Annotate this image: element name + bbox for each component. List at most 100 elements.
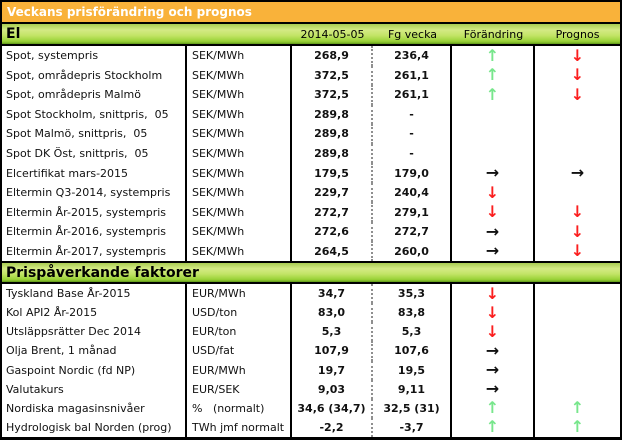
table-row: Eltermin Q3-2014, systempris SEK/MWh 229… [2, 182, 620, 203]
value-previous: 272,7 [373, 221, 452, 242]
value-current: 272,6 [292, 221, 373, 242]
value-current: 19,7 [292, 360, 373, 380]
section-label-factors: Prispåverkande faktorer [6, 264, 199, 281]
row-unit: SEK/MWh [187, 241, 292, 261]
forecast-arrow-icon [535, 380, 620, 399]
value-previous: 236,4 [373, 46, 452, 66]
row-label: Spot DK Öst, snittpris, 05 [2, 143, 187, 164]
value-previous: 83,8 [373, 303, 452, 323]
value-previous: 19,5 [373, 360, 452, 380]
value-current: 268,9 [292, 46, 373, 66]
table-row: Spot, systempris SEK/MWh 268,9 236,4 ↑ ↓ [2, 46, 620, 66]
value-current: 34,6 (34,7) [292, 398, 373, 418]
row-unit: EUR/ton [187, 322, 292, 342]
value-current: 34,7 [292, 284, 373, 304]
row-unit: SEK/MWh [187, 65, 292, 86]
change-arrow-icon: → [452, 241, 535, 261]
value-previous: - [373, 143, 452, 164]
change-arrow-icon: ↑ [452, 398, 535, 418]
change-arrow-icon: ↑ [452, 85, 535, 105]
change-arrow-icon: → [452, 379, 535, 399]
forecast-arrow-icon: ↑ [570, 398, 585, 418]
row-unit: TWh jmf normalt [187, 417, 292, 437]
row-unit: SEK/MWh [187, 163, 292, 183]
row-unit: % (normalt) [187, 398, 292, 418]
change-arrow-icon: → [452, 221, 535, 242]
forecast-arrow-icon: ↓ [570, 65, 585, 85]
table-row: Eltermin År-2016, systempris SEK/MWh 272… [2, 221, 620, 242]
value-current: 372,5 [292, 65, 373, 86]
change-arrow-icon [452, 104, 535, 125]
forecast-arrow-icon [535, 284, 620, 303]
table-row: Spot Stockholm, snittpris, 05 SEK/MWh 28… [2, 104, 620, 125]
forecast-arrow-icon: ↑ [570, 417, 585, 437]
row-unit: USD/fat [187, 341, 292, 361]
row-unit: EUR/MWh [187, 284, 292, 304]
value-current: 83,0 [292, 303, 373, 323]
change-arrow-icon: ↑ [452, 417, 535, 437]
forecast-arrow-icon: ↓ [570, 241, 585, 261]
section-header-el: El 2014-05-05 Fg vecka Förändring Progno… [2, 22, 620, 46]
table-row: Spot, områdepris Malmö SEK/MWh 372,5 261… [2, 85, 620, 105]
el-rows: Spot, systempris SEK/MWh 268,9 236,4 ↑ ↓… [2, 46, 620, 261]
row-unit: SEK/MWh [187, 46, 292, 66]
row-unit: SEK/MWh [187, 221, 292, 242]
column-header-prev-week: Fg vecka [387, 27, 438, 41]
value-current: 289,8 [292, 104, 373, 125]
row-label: Eltermin År-2016, systempris [2, 221, 187, 242]
table-row: Hydrologisk bal Norden (prog) TWh jmf no… [2, 417, 620, 437]
table-row: Kol API2 År-2015 USD/ton 83,0 83,8 ↓ [2, 303, 620, 323]
value-previous: 179,0 [373, 163, 452, 183]
change-arrow-icon: ↑ [452, 46, 535, 66]
change-arrow-icon: ↓ [452, 182, 535, 203]
value-previous: 260,0 [373, 241, 452, 261]
table-row: Tyskland Base År-2015 EUR/MWh 34,7 35,3 … [2, 284, 620, 304]
value-current: 372,5 [292, 85, 373, 105]
value-current: 229,7 [292, 182, 373, 203]
row-unit: SEK/MWh [187, 124, 292, 144]
value-current: 107,9 [292, 341, 373, 361]
row-unit: EUR/MWh [187, 360, 292, 380]
report-title: Veckans prisförändring och prognos [7, 5, 252, 19]
value-previous: 107,6 [373, 341, 452, 361]
column-header-change: Förändring [463, 27, 524, 41]
table-row: Eltermin År-2015, systempris SEK/MWh 272… [2, 202, 620, 222]
forecast-arrow-icon [535, 361, 620, 380]
row-label: Nordiska magasinsnivåer [2, 398, 187, 418]
row-label: Spot, systempris [2, 46, 187, 66]
row-label: Elcertifikat mars-2015 [2, 163, 187, 183]
row-unit: SEK/MWh [187, 182, 292, 203]
row-unit: USD/ton [187, 303, 292, 323]
change-arrow-icon: ↓ [452, 202, 535, 222]
row-unit: SEK/MWh [187, 104, 292, 125]
row-label: Valutakurs [2, 379, 187, 399]
report-title-bar: Veckans prisförändring och prognos [2, 2, 620, 22]
forecast-arrow-icon: ↓ [570, 221, 585, 241]
change-arrow-icon: ↑ [452, 65, 535, 86]
row-unit: SEK/MWh [187, 85, 292, 105]
value-previous: 261,1 [373, 85, 452, 105]
value-current: 9,03 [292, 379, 373, 399]
forecast-arrow-icon [535, 124, 620, 144]
value-current: 289,8 [292, 124, 373, 144]
forecast-arrow-icon: ↓ [570, 202, 585, 222]
value-previous: 5,3 [373, 322, 452, 342]
row-label: Gaspoint Nordic (fd NP) [2, 360, 187, 380]
table-row: Valutakurs EUR/SEK 9,03 9,11 → [2, 379, 620, 399]
value-previous: 32,5 (31) [373, 398, 452, 418]
change-arrow-icon: ↓ [452, 303, 535, 323]
value-current: 179,5 [292, 163, 373, 183]
value-previous: 261,1 [373, 65, 452, 86]
row-label: Spot Malmö, snittpris, 05 [2, 124, 187, 144]
row-label: Olja Brent, 1 månad [2, 341, 187, 361]
value-previous: -3,7 [373, 417, 452, 437]
change-arrow-icon: ↓ [452, 322, 535, 342]
table-row: Olja Brent, 1 månad USD/fat 107,9 107,6 … [2, 341, 620, 361]
forecast-arrow-icon [535, 322, 620, 341]
row-label: Spot, områdepris Malmö [2, 85, 187, 105]
row-label: Eltermin År-2015, systempris [2, 202, 187, 222]
value-current: 5,3 [292, 322, 373, 342]
forecast-arrow-icon: → [570, 163, 585, 183]
table-row: Spot, områdepris Stockholm SEK/MWh 372,5… [2, 65, 620, 86]
